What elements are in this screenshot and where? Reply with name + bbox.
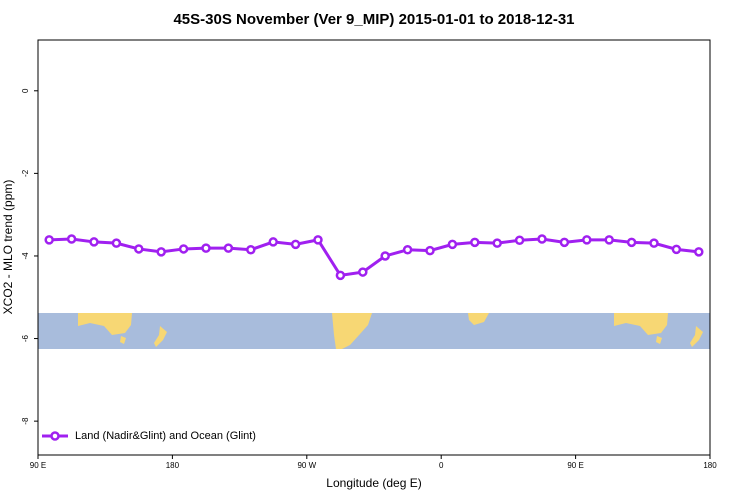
x-tick-label: 180 bbox=[703, 461, 717, 470]
x-tick-label: 180 bbox=[166, 461, 180, 470]
data-point bbox=[626, 237, 637, 248]
data-point bbox=[178, 244, 189, 254]
y-tick-label: -6 bbox=[21, 334, 30, 342]
data-point bbox=[268, 237, 278, 247]
data-point bbox=[313, 235, 323, 245]
data-point bbox=[89, 237, 99, 247]
data-point bbox=[671, 244, 682, 255]
data-point bbox=[44, 235, 54, 245]
data-point bbox=[425, 245, 435, 256]
y-tick-label: -4 bbox=[21, 252, 30, 260]
y-tick-label: 0 bbox=[21, 88, 30, 93]
data-point bbox=[66, 234, 77, 244]
data-point bbox=[582, 235, 592, 245]
data-point bbox=[290, 239, 301, 250]
data-point bbox=[694, 247, 704, 257]
data-point bbox=[358, 267, 368, 277]
data-point bbox=[402, 245, 413, 255]
x-tick-label: 90 E bbox=[567, 461, 583, 470]
chart-title: 45S-30S November (Ver 9_MIP) 2015-01-01 … bbox=[173, 11, 574, 28]
data-point bbox=[223, 243, 234, 253]
data-point bbox=[514, 235, 525, 246]
legend-label: Land (Nadir&Glint) and Ocean (Glint) bbox=[75, 430, 256, 442]
legend-marker bbox=[50, 431, 60, 441]
data-point bbox=[156, 247, 166, 257]
data-point bbox=[604, 235, 614, 245]
data-point bbox=[559, 237, 570, 248]
y-tick-label: -8 bbox=[21, 417, 30, 425]
data-point bbox=[335, 270, 346, 281]
x-tick-label: 90 E bbox=[30, 461, 46, 470]
data-point bbox=[380, 251, 390, 261]
data-point bbox=[470, 237, 480, 248]
data-line bbox=[49, 237, 699, 277]
data-point bbox=[201, 243, 211, 253]
plot-frame bbox=[37, 39, 711, 456]
data-point bbox=[134, 244, 144, 254]
data-point bbox=[447, 239, 458, 250]
x-axis-label: Longitude (deg E) bbox=[326, 476, 421, 490]
data-point bbox=[246, 245, 256, 255]
x-tick-label: 90 W bbox=[297, 461, 316, 470]
data-point bbox=[111, 238, 122, 248]
data-point bbox=[649, 238, 659, 248]
data-point bbox=[537, 234, 547, 244]
map-strip bbox=[38, 313, 710, 349]
y-axis-label: XCO2 - MLO trend (ppm) bbox=[1, 180, 15, 315]
data-point bbox=[492, 238, 502, 248]
x-tick-label: 0 bbox=[439, 461, 444, 470]
y-tick-label: -2 bbox=[21, 169, 30, 177]
